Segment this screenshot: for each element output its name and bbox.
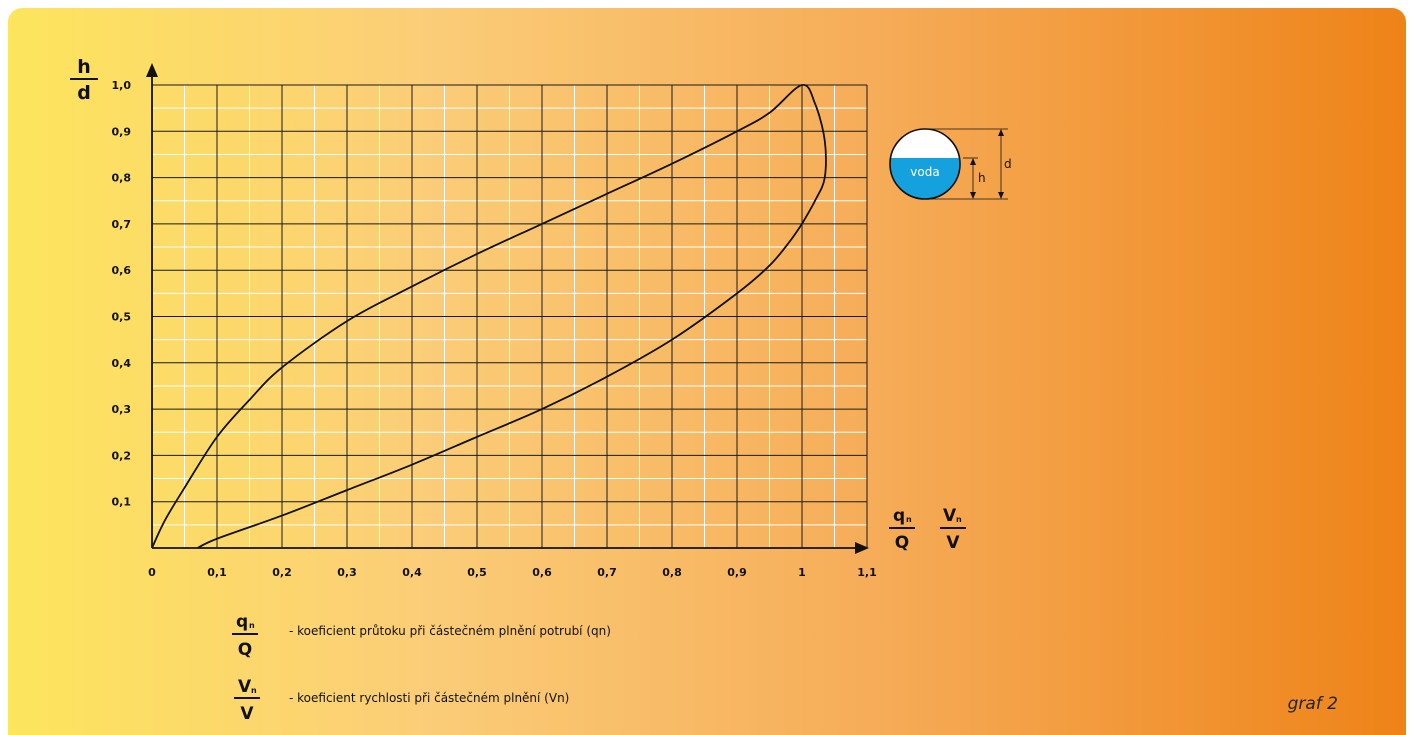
x-tick-label: 0,6 — [532, 566, 552, 579]
x-tick-label: 0,8 — [662, 566, 682, 579]
y-axis-arrow — [146, 63, 158, 77]
chart-grid — [152, 84, 868, 548]
x-axis-label-velocity: V n V — [940, 506, 966, 553]
legend-item-velocity: V n V - koeficient rychlosti při částečn… — [234, 677, 569, 724]
x-label-q-numerator: q — [893, 506, 905, 526]
chart-panel: 0 0,1 0,2 0,3 0,4 0,5 0,6 0,7 0,8 0,9 1 1,1 0,1 0,2 0… — [8, 8, 1406, 735]
legend-item-flow: q n Q - koeficient průtoku při částečném… — [232, 612, 611, 660]
x-label-q-denominator: Q — [895, 533, 909, 553]
y-tick-label: 0,6 — [112, 264, 132, 277]
legend-velocity-text: - koeficient rychlosti při částečném pln… — [289, 691, 569, 705]
y-label-numerator: h — [77, 56, 91, 78]
x-tick-label: 0,2 — [272, 566, 292, 579]
x-tick-label: 1,1 — [857, 566, 877, 579]
x-tick-labels: 0 0,1 0,2 0,3 0,4 0,5 0,6 0,7 0,8 0,9 1 1,1 — [148, 566, 877, 579]
y-tick-label: 0,5 — [112, 311, 132, 324]
x-tick-label: 0 — [148, 566, 156, 579]
legend: q n Q - koeficient průtoku při částečném… — [232, 612, 611, 724]
water-label: voda — [910, 165, 939, 179]
x-tick-label: 0,1 — [207, 566, 227, 579]
legend-velocity-numerator: V — [238, 677, 252, 697]
x-label-v-subscript: n — [956, 515, 962, 524]
y-tick-label: 0,3 — [112, 403, 132, 416]
x-label-q-subscript: n — [906, 515, 912, 524]
legend-flow-denominator: Q — [238, 640, 252, 660]
y-tick-label: 0,9 — [112, 125, 132, 138]
chart-canvas: 0 0,1 0,2 0,3 0,4 0,5 0,6 0,7 0,8 0,9 1 1,1 0,10,20… — [70, 56, 1338, 724]
y-tick-label: 0,7 — [112, 218, 132, 231]
x-label-v-denominator: V — [946, 533, 960, 553]
x-axis-arrow — [855, 542, 869, 554]
x-tick-label: 0,9 — [727, 566, 747, 579]
x-tick-label: 0,4 — [402, 566, 422, 579]
y-tick-label: 0,2 — [112, 449, 132, 462]
series-line-velocity — [197, 223, 803, 549]
y-tick-label: 0,1 — [112, 496, 132, 509]
chart-axes — [146, 63, 869, 554]
legend-flow-text: - koeficient průtoku při částečném plněn… — [289, 624, 611, 638]
y-label-denominator: d — [77, 82, 91, 104]
x-tick-label: 1 — [798, 566, 806, 579]
height-label: h — [978, 171, 986, 185]
x-label-v-numerator: V — [943, 506, 957, 526]
y-tick-label: 0,8 — [112, 172, 132, 185]
legend-velocity-denominator: V — [240, 704, 254, 724]
legend-flow-numerator: q — [236, 612, 248, 632]
x-tick-label: 0,7 — [597, 566, 617, 579]
legend-velocity-subscript: n — [251, 686, 257, 695]
graph-caption: graf 2 — [1288, 694, 1338, 714]
diameter-label: d — [1004, 157, 1012, 171]
legend-flow-subscript: n — [249, 621, 255, 630]
x-tick-label: 0,5 — [467, 566, 487, 579]
x-tick-label: 0,3 — [337, 566, 357, 579]
chart-curves — [151, 84, 827, 549]
x-axis-label-flow: q n Q — [889, 506, 915, 553]
y-tick-label: 1,0 — [112, 79, 132, 92]
series-line-flow — [151, 84, 827, 549]
pipe-diagram: voda h d — [889, 128, 1012, 200]
y-axis-label: h d — [70, 56, 98, 104]
y-tick-labels: 0,1 0,2 0,3 0,4 0,5 0,6 0,7 0,8 0,9 1,0 — [112, 79, 132, 509]
y-tick-label: 0,4 — [112, 357, 132, 370]
